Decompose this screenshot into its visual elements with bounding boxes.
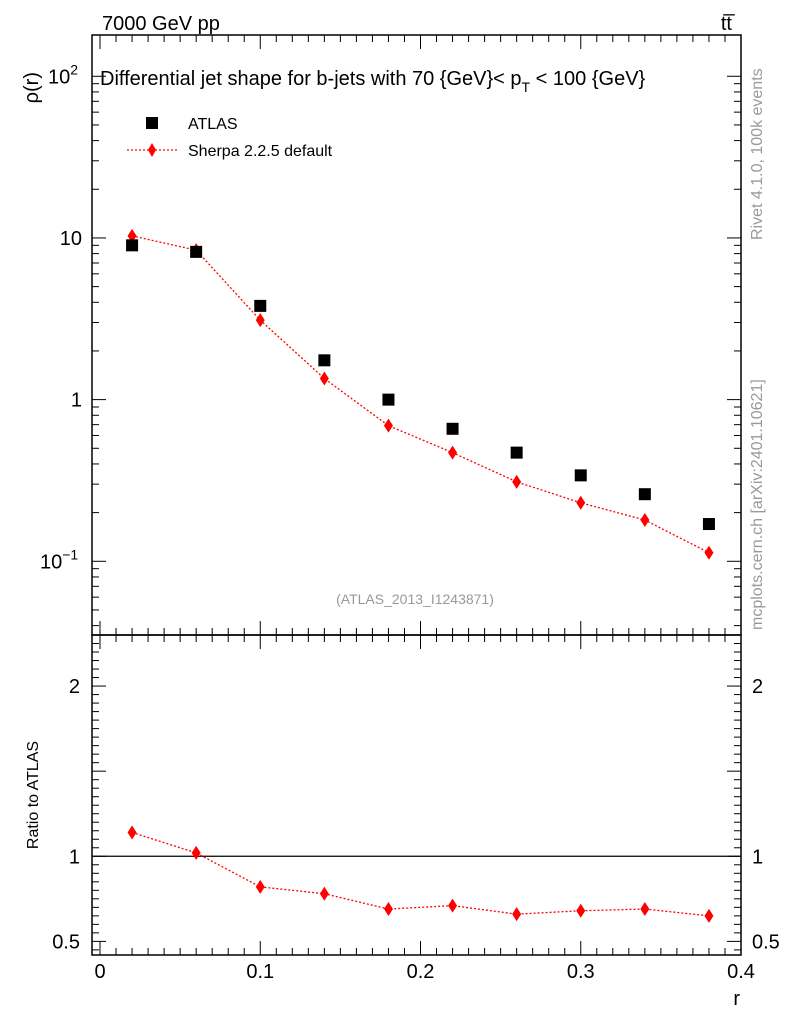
data-point-atlas bbox=[126, 239, 139, 252]
data-point-sherpa bbox=[576, 495, 586, 510]
x-tick-label: 0.4 bbox=[727, 961, 755, 983]
legend-sherpa-marker bbox=[148, 143, 156, 157]
ratio-plot-frame bbox=[91, 634, 742, 956]
ratio-tick-labels: 2 2 1 1 0.5 0.5 0 0.1 0.2 0.3 0.4 bbox=[52, 676, 780, 983]
mcplots-source-label: mcplots.cern.ch [arXiv:2401.10621] bbox=[749, 379, 766, 630]
plot-title: Differential jet shape for b-jets with 7… bbox=[100, 68, 646, 95]
x-axis-label: r bbox=[733, 988, 740, 1010]
data-point-sherpa bbox=[704, 545, 714, 560]
data-point-atlas bbox=[446, 422, 459, 435]
data-point-sherpa bbox=[319, 371, 329, 386]
data-point-atlas bbox=[254, 299, 267, 312]
ratio-y-tick-label-right: 0.5 bbox=[752, 931, 780, 953]
data-point-atlas bbox=[318, 354, 331, 367]
plot-title-tail: < 100 {GeV} bbox=[530, 68, 645, 90]
y-tick-label: 10 bbox=[60, 228, 82, 250]
plot-title-main: Differential jet shape for b-jets with 7… bbox=[100, 68, 522, 90]
x-tick-label: 0.1 bbox=[246, 961, 274, 983]
data-point-sherpa bbox=[512, 907, 522, 922]
x-tick-label: 0.2 bbox=[407, 961, 435, 983]
data-point-sherpa bbox=[319, 886, 329, 901]
data-point-sherpa bbox=[383, 902, 393, 917]
y-tick-label: 102 bbox=[48, 61, 78, 88]
data-point-sherpa bbox=[576, 903, 586, 918]
plot-title-subscript: T bbox=[522, 79, 531, 95]
series-line bbox=[131, 831, 710, 917]
ratio-y-tick-label: 2 bbox=[69, 676, 80, 698]
main-plot-panel: 102 10 1 10−1 Differential jet shape for b-… bbox=[21, 34, 742, 636]
ratio-axis-ticks bbox=[92, 635, 742, 955]
legend-atlas-marker bbox=[146, 117, 158, 129]
header-energy-label: 7000 GeV pp bbox=[102, 13, 220, 35]
header-process-label: tt̅ bbox=[721, 13, 735, 35]
main-axis-ticks bbox=[92, 35, 742, 635]
ratio-plot-panel: 2 2 1 1 0.5 0.5 0 0.1 0.2 0.3 0.4 Ratio to ATLAS r bbox=[25, 634, 780, 1010]
data-point-sherpa bbox=[127, 825, 137, 840]
data-point-sherpa bbox=[512, 474, 522, 489]
data-point-atlas bbox=[638, 488, 651, 501]
main-series-layer bbox=[126, 228, 715, 560]
data-point-sherpa bbox=[191, 845, 201, 860]
series-line bbox=[131, 235, 710, 554]
data-point-atlas bbox=[382, 393, 395, 406]
y-tick-label: 10−1 bbox=[40, 546, 78, 573]
data-point-sherpa bbox=[383, 418, 393, 433]
data-point-sherpa bbox=[704, 908, 714, 923]
data-point-atlas bbox=[510, 446, 523, 459]
ratio-y-axis-label: Ratio to ATLAS bbox=[25, 741, 42, 849]
data-point-sherpa bbox=[640, 513, 650, 528]
data-point-sherpa bbox=[640, 902, 650, 917]
data-point-atlas bbox=[190, 245, 203, 258]
main-y-axis-label: ρ(r) bbox=[21, 72, 43, 103]
x-tick-label: 0.3 bbox=[567, 961, 595, 983]
y-tick-label: 1 bbox=[71, 390, 82, 412]
analysis-watermark: (ATLAS_2013_I1243871) bbox=[336, 591, 494, 607]
data-point-atlas bbox=[702, 518, 715, 531]
data-point-atlas bbox=[574, 469, 587, 482]
ratio-y-tick-label: 1 bbox=[69, 846, 80, 868]
legend-atlas-label: ATLAS bbox=[188, 116, 238, 133]
ratio-y-tick-label-right: 1 bbox=[752, 846, 763, 868]
data-point-sherpa bbox=[255, 313, 265, 328]
data-point-sherpa bbox=[448, 898, 458, 913]
ratio-series-layer bbox=[92, 825, 741, 923]
ratio-y-tick-label: 0.5 bbox=[52, 931, 80, 953]
ratio-y-tick-label-right: 2 bbox=[752, 676, 763, 698]
data-point-sherpa bbox=[448, 445, 458, 460]
x-tick-label: 0 bbox=[94, 961, 105, 983]
data-point-sherpa bbox=[255, 879, 265, 894]
rivet-version-label: Rivet 4.1.0, 100k events bbox=[749, 68, 766, 240]
legend-sherpa-label: Sherpa 2.2.5 default bbox=[188, 143, 333, 160]
legend: ATLAS Sherpa 2.2.5 default bbox=[127, 116, 333, 160]
main-y-tick-labels: 102 10 1 10−1 bbox=[40, 61, 82, 573]
